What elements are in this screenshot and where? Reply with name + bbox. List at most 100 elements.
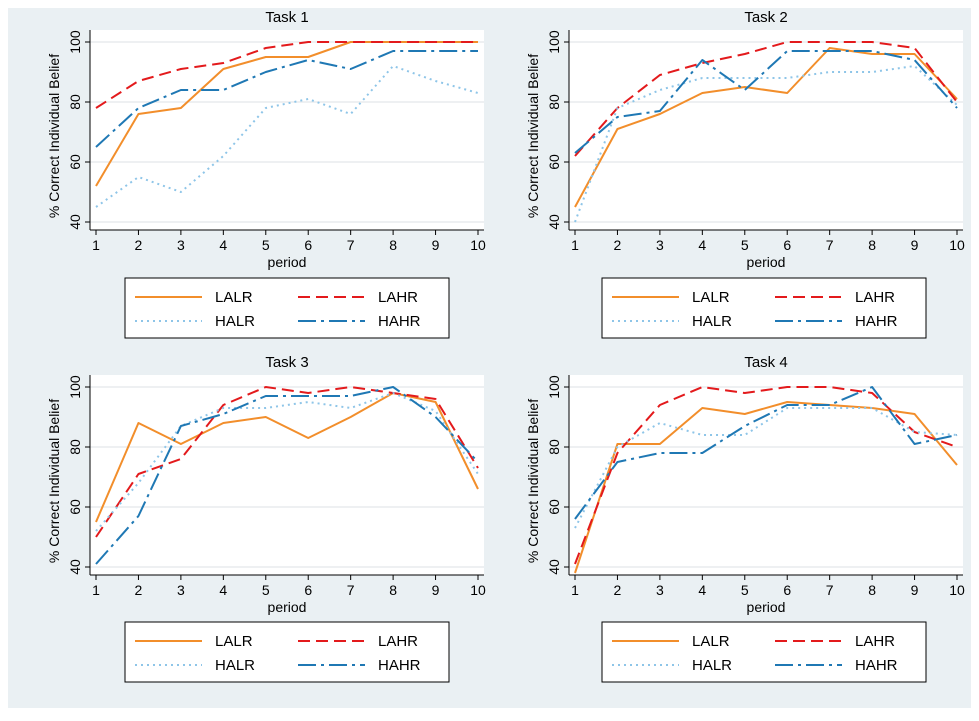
series-line-lahr (95, 41, 478, 109)
x-tick-label: 7 (347, 237, 355, 253)
series-line-lalr (574, 401, 958, 574)
y-tick-label: 40 (67, 214, 83, 230)
plot-area (569, 375, 963, 575)
y-axis-label: % Correct Individual Belief (525, 54, 541, 218)
x-tick-label: 2 (135, 237, 143, 253)
series-line-lahr (574, 41, 958, 157)
x-tick-label: 8 (389, 237, 397, 253)
x-tick-label: 6 (783, 582, 791, 598)
y-tick-label: 100 (546, 30, 562, 54)
x-tick-label: 7 (826, 237, 834, 253)
x-tick-label: 8 (389, 582, 397, 598)
x-tick-label: 1 (571, 582, 579, 598)
y-axis-label: % Correct Individual Belief (525, 399, 541, 563)
x-tick-label: 9 (911, 582, 919, 598)
x-tick-label: 5 (741, 237, 749, 253)
series-line-lalr (574, 47, 958, 208)
x-tick-label: 6 (304, 582, 312, 598)
x-tick-label: 3 (177, 237, 185, 253)
legend: LALR LAHR HALR HAHR (124, 277, 450, 339)
plot-area (569, 30, 963, 230)
chart-panel-2: Task 2 40 60 80 100 1 2 3 4 5 6 7 8 9 10 period % Correc… (525, 9, 965, 339)
x-tick-label: 10 (470, 237, 486, 253)
legend-box (124, 277, 450, 339)
x-tick-label: 5 (262, 582, 270, 598)
y-tick-label: 80 (546, 439, 562, 455)
series-line-lahr (95, 386, 479, 538)
y-tick-label: 60 (546, 154, 562, 170)
legend-box (601, 621, 927, 683)
series-line-halr (574, 65, 958, 223)
x-axis-label: period (747, 254, 786, 270)
series-line-halr (574, 407, 958, 529)
series-line-hahr (574, 50, 958, 154)
y-axis-label: % Correct Individual Belief (46, 54, 62, 218)
series-line-halr (95, 65, 479, 208)
chart-title: Task 3 (265, 354, 308, 371)
legend-label-lahr: LAHR (855, 289, 895, 306)
x-tick-label: 10 (949, 237, 965, 253)
x-axis-label: period (268, 599, 307, 615)
series-line-hahr (95, 50, 478, 148)
series-line-hahr (95, 386, 479, 565)
y-tick-label: 40 (546, 559, 562, 575)
x-tick-label: 10 (949, 582, 965, 598)
y-tick-label: 80 (67, 439, 83, 455)
x-tick-label: 2 (614, 582, 622, 598)
legend-label-lalr: LALR (692, 289, 730, 306)
chart-title: Task 4 (744, 354, 787, 371)
legend-label-halr: HALR (692, 657, 732, 674)
x-tick-label: 5 (262, 237, 270, 253)
chart-title: Task 1 (265, 9, 308, 26)
x-tick-label: 9 (911, 237, 919, 253)
legend-label-halr: HALR (215, 657, 255, 674)
x-axis-label: period (747, 599, 786, 615)
x-tick-label: 4 (698, 237, 706, 253)
plot-area (90, 30, 484, 230)
x-tick-label: 8 (868, 237, 876, 253)
legend: LALR LAHR HALR HAHR (124, 621, 450, 683)
x-tick-label: 1 (92, 237, 100, 253)
x-tick-label: 9 (432, 237, 440, 253)
legend-label-hahr: HAHR (378, 313, 421, 330)
x-axis-label: period (268, 254, 307, 270)
y-axis-label: % Correct Individual Belief (46, 399, 62, 563)
y-tick-label: 100 (546, 375, 562, 399)
x-tick-label: 3 (656, 237, 664, 253)
x-tick-label: 2 (135, 582, 143, 598)
legend-label-lalr: LALR (692, 633, 730, 650)
chart-panel-4: Task 4 40 60 80 100 1 2 3 4 5 6 7 8 9 10 period % Correc… (525, 354, 965, 683)
legend: LALR LAHR HALR HAHR (601, 277, 927, 339)
x-tick-label: 5 (741, 582, 749, 598)
y-tick-label: 60 (67, 154, 83, 170)
x-tick-label: 9 (432, 582, 440, 598)
x-tick-label: 6 (783, 237, 791, 253)
legend-label-halr: HALR (215, 313, 255, 330)
legend-box (601, 277, 927, 339)
legend-label-lalr: LALR (215, 633, 253, 650)
x-tick-label: 7 (347, 582, 355, 598)
legend-label-hahr: HAHR (855, 313, 898, 330)
y-tick-label: 60 (67, 499, 83, 515)
x-tick-label: 7 (826, 582, 834, 598)
chart-panel-1: Task 1 40 60 80 100 1 2 3 4 5 6 7 8 9 10 period % Correc… (46, 9, 486, 339)
x-tick-label: 3 (177, 582, 185, 598)
x-tick-label: 8 (868, 582, 876, 598)
legend-label-lalr: LALR (215, 289, 253, 306)
x-tick-label: 1 (571, 237, 579, 253)
x-tick-label: 1 (92, 582, 100, 598)
legend-label-lahr: LAHR (378, 633, 418, 650)
x-tick-label: 4 (219, 237, 227, 253)
legend-box (124, 621, 450, 683)
legend-label-lahr: LAHR (855, 633, 895, 650)
x-tick-label: 2 (614, 237, 622, 253)
x-tick-label: 4 (698, 582, 706, 598)
legend-label-hahr: HAHR (378, 657, 421, 674)
y-tick-label: 40 (546, 214, 562, 230)
y-tick-label: 80 (67, 94, 83, 110)
legend-label-halr: HALR (692, 313, 732, 330)
series-line-lalr (95, 392, 479, 523)
legend: LALR LAHR HALR HAHR (601, 621, 927, 683)
